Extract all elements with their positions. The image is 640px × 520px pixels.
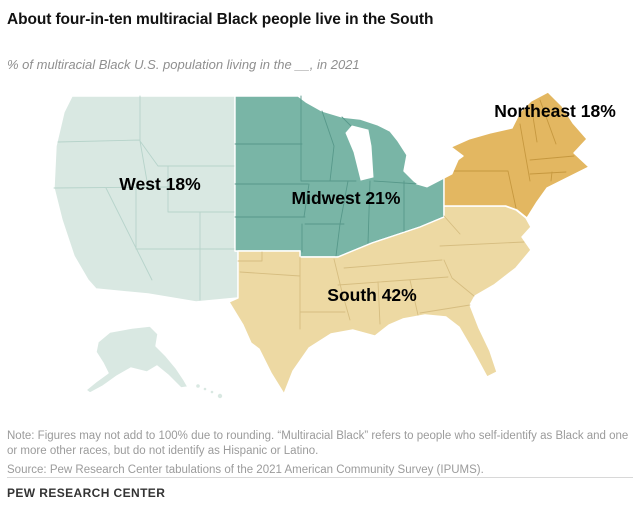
region-label-west: West 18% [119,174,201,194]
region-northeast-path [443,91,590,219]
region-label-midwest: Midwest 21% [292,188,401,208]
lake-erie [415,157,460,188]
alaska-path [85,325,189,394]
footer-divider [7,477,633,478]
region-south [228,205,532,395]
hawaii-islands [195,383,223,399]
state-borders-midwest [234,95,419,257]
region-northeast [443,91,590,219]
footnotes: Note: Figures may not add to 100% due to… [7,429,637,478]
state-borders-west [53,95,239,301]
region-west-path [53,95,239,303]
region-label-northeast: Northeast 18% [494,101,616,121]
state-borders-northeast [445,99,575,209]
note-text: Note: Figures may not add to 100% due to… [7,430,629,458]
state-borders-south [237,215,525,330]
brand-footer: PEW RESEARCH CENTER [7,486,166,500]
region-west [53,95,239,399]
chart-title: About four-in-ten multiracial Black peop… [7,11,434,28]
region-label-south: South 42% [327,285,417,305]
lake-michigan [345,125,374,181]
source-text: Source: Pew Research Center tabulations … [7,463,484,476]
region-south-path [228,205,532,395]
us-regions-map: West 18% Midwest 21% South 42% Northeast… [53,91,616,399]
chart-subtitle: % of multiracial Black U.S. population l… [7,57,360,72]
